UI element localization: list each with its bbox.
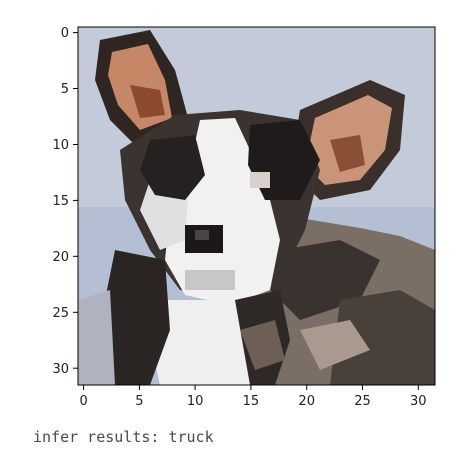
dog-right-eye-highlight <box>250 172 270 188</box>
x-tick-label: 5 <box>135 394 143 409</box>
y-tick-label: 30 <box>52 362 69 377</box>
x-tick-label: 15 <box>243 394 260 409</box>
image-plot: 0 5 10 15 20 25 30 0 5 10 15 20 25 30 <box>52 26 436 409</box>
dog-eye-patch-left <box>140 135 205 200</box>
dog-left-ear-inner-dark <box>130 85 165 118</box>
y-tick-label: 0 <box>61 26 69 41</box>
dog-muzzle-shade <box>185 270 235 290</box>
dog-neck-gray-left <box>78 290 115 385</box>
dog-right-ear-inner-dark <box>330 135 365 172</box>
y-tick-label: 20 <box>52 250 69 265</box>
dog-nose-highlight <box>195 230 209 240</box>
dog-image <box>78 27 435 385</box>
y-tick-label: 15 <box>52 194 69 209</box>
x-tick-label: 10 <box>187 394 204 409</box>
inference-result-text: infer results: truck <box>33 428 214 446</box>
y-tick-label: 10 <box>52 138 69 153</box>
dog-body-light-streak <box>300 320 370 370</box>
dog-neck-brown <box>240 320 285 370</box>
x-tick-label: 25 <box>354 394 371 409</box>
dog-neck-dark-left <box>105 250 170 385</box>
y-tick-label: 5 <box>61 82 69 97</box>
x-tick-label: 20 <box>298 394 315 409</box>
plot-frame <box>77 26 436 386</box>
y-axis: 0 5 10 15 20 25 30 <box>52 26 78 377</box>
x-tick-label: 0 <box>79 394 87 409</box>
dog-body-dark-patch-2 <box>330 290 435 385</box>
y-tick-label: 25 <box>52 306 69 321</box>
x-axis: 0 5 10 15 20 25 30 <box>79 385 427 409</box>
x-tick-label: 30 <box>410 394 427 409</box>
